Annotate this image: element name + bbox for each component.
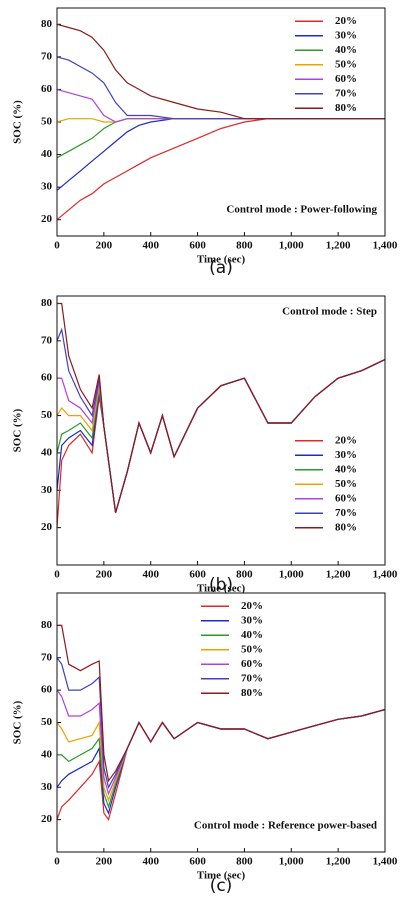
y-tick-label: 40 <box>41 748 53 760</box>
series-line <box>57 302 386 513</box>
annotation: Control mode : Step <box>282 306 377 318</box>
legend-label: 80% <box>335 521 357 533</box>
annotation: Control mode : Power-following <box>226 204 377 216</box>
legend-label: 70% <box>241 672 263 684</box>
legend-label: 20% <box>335 15 357 27</box>
y-tick-label: 30 <box>41 181 53 193</box>
x-tick-label: 1,000 <box>279 240 304 252</box>
legend-label: 50% <box>335 478 357 490</box>
caption: (b) <box>209 575 233 595</box>
y-axis-label: SOC (%) <box>12 700 24 744</box>
y-tick-label: 80 <box>41 297 53 309</box>
plot-frame <box>56 295 386 566</box>
legend-label: 30% <box>335 449 357 461</box>
series-line <box>56 118 385 191</box>
x-tick-label: 800 <box>236 856 253 868</box>
y-tick-label: 60 <box>41 83 53 95</box>
y-tick-label: 20 <box>41 521 53 533</box>
y-tick-label: 30 <box>41 781 53 793</box>
y-tick-label: 20 <box>41 813 53 825</box>
y-tick-label: 70 <box>41 334 53 346</box>
x-tick-label: 800 <box>236 569 253 581</box>
legend-label: 60% <box>335 73 357 85</box>
x-axis-label: Time (sec) <box>197 583 246 595</box>
legend-label: 70% <box>335 87 357 99</box>
series-line <box>56 118 385 159</box>
x-tick-label: 1,400 <box>373 240 398 252</box>
y-tick-label: 30 <box>41 484 53 496</box>
legend-label: 60% <box>241 658 263 670</box>
y-tick-label: 40 <box>41 148 53 160</box>
x-tick-label: 1,200 <box>326 569 351 581</box>
x-tick-label: 1,000 <box>279 856 304 868</box>
x-tick-label: 0 <box>54 569 60 581</box>
series-line <box>56 23 385 120</box>
legend-label: 80% <box>241 687 263 699</box>
y-tick-label: 20 <box>41 213 53 225</box>
caption: (c) <box>210 876 233 896</box>
y-axis-label: SOC (%) <box>12 408 24 452</box>
y-tick-label: 50 <box>41 716 53 728</box>
y-tick-label: 80 <box>41 18 53 30</box>
x-tick-label: 1,400 <box>373 856 398 868</box>
x-tick-label: 600 <box>189 240 206 252</box>
series-line <box>57 624 386 783</box>
x-tick-label: 800 <box>236 240 253 252</box>
x-tick-label: 1,200 <box>326 240 351 252</box>
legend-label: 50% <box>241 643 263 655</box>
x-tick-label: 600 <box>189 569 206 581</box>
x-axis-label: Time (sec) <box>197 254 246 266</box>
x-tick-label: 400 <box>142 569 159 581</box>
y-tick-label: 40 <box>41 446 53 458</box>
x-tick-label: 400 <box>142 240 159 252</box>
legend-label: 40% <box>335 463 357 475</box>
series-line <box>56 708 386 815</box>
x-tick-label: 200 <box>96 856 113 868</box>
plot-frame <box>56 7 386 237</box>
y-tick-label: 60 <box>41 372 53 384</box>
y-tick-label: 70 <box>41 651 53 663</box>
x-tick-label: 1,400 <box>373 569 398 581</box>
legend-label: 20% <box>335 434 357 446</box>
caption: (a) <box>209 258 233 278</box>
y-tick-label: 70 <box>41 50 53 62</box>
plot-frame <box>56 592 386 853</box>
x-tick-label: 1,000 <box>279 569 304 581</box>
legend-label: 50% <box>335 58 357 70</box>
x-axis-label: Time (sec) <box>197 870 246 882</box>
legend-label: 40% <box>335 44 357 56</box>
x-tick-label: 0 <box>54 856 60 868</box>
y-tick-label: 80 <box>41 619 53 631</box>
legend-label: 70% <box>335 507 357 519</box>
y-tick-label: 60 <box>41 684 53 696</box>
x-tick-label: 600 <box>189 856 206 868</box>
legend-label: 20% <box>241 600 263 612</box>
legend-label: 80% <box>335 102 357 114</box>
x-tick-label: 200 <box>96 569 113 581</box>
annotation: Control mode : Reference power-based <box>194 820 377 832</box>
x-tick-label: 1,200 <box>326 856 351 868</box>
legend-label: 30% <box>335 29 357 41</box>
legend-label: 40% <box>241 629 263 641</box>
y-tick-label: 50 <box>41 116 53 128</box>
legend-label: 30% <box>241 614 263 626</box>
x-tick-label: 200 <box>96 240 113 252</box>
y-axis-label: SOC (%) <box>12 100 24 144</box>
y-tick-label: 50 <box>41 409 53 421</box>
legend-label: 60% <box>335 492 357 504</box>
x-tick-label: 0 <box>54 240 60 252</box>
x-tick-label: 400 <box>142 856 159 868</box>
